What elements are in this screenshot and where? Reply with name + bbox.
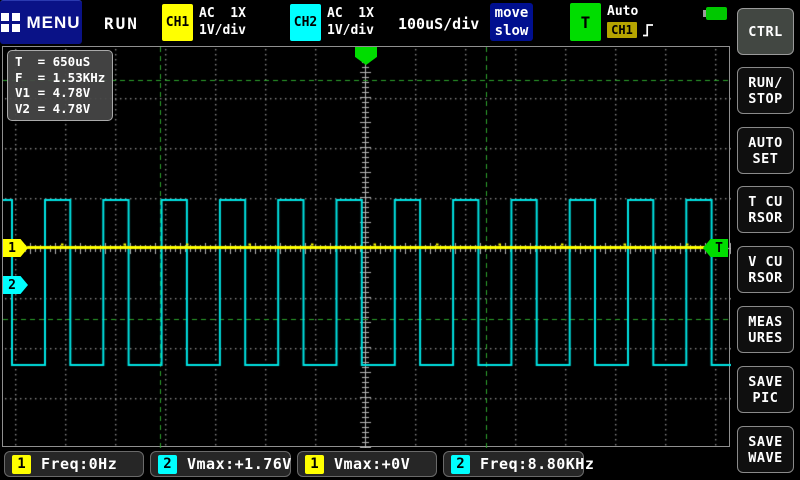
cursor-delta-v1: V1 = 4.78V bbox=[15, 85, 91, 100]
menu-button[interactable]: MENU bbox=[0, 0, 82, 44]
t-cursor-button[interactable]: T CU RSOR bbox=[737, 186, 794, 233]
ch2-channel-badge: 2 bbox=[451, 454, 470, 474]
run-stop-button[interactable]: RUN/STOP bbox=[737, 67, 794, 114]
trigger-level-marker[interactable]: T bbox=[703, 239, 728, 257]
measurement-box-ch2-vmax: 2 Vmax:+1.76V bbox=[150, 451, 291, 477]
auto-set-button[interactable]: AUTO SET bbox=[737, 127, 794, 174]
trigger-mode: Auto bbox=[607, 4, 639, 19]
measurement-box-ch1-vmax: 1 Vmax:+0V bbox=[297, 451, 437, 477]
cursor-delta-t: T = 650uS bbox=[15, 54, 91, 69]
ch1-badge[interactable]: CH1 bbox=[162, 4, 193, 41]
trigger-info: Auto CH1 bbox=[607, 4, 654, 38]
measures-button[interactable]: MEAS URES bbox=[737, 306, 794, 353]
ch2-position-marker[interactable]: 2 bbox=[3, 276, 28, 294]
measurement-box-ch2-freq: 2 Freq:8.80KHz bbox=[443, 451, 594, 477]
ctrl-button[interactable]: CTRL bbox=[737, 8, 794, 55]
move-line: move bbox=[494, 5, 529, 21]
ch1-coupling: AC 1X bbox=[199, 6, 246, 21]
save-pic-button[interactable]: SAVE PIC bbox=[737, 366, 794, 413]
battery-icon bbox=[703, 7, 727, 20]
save-wave-button[interactable]: SAVE WAVE bbox=[737, 426, 794, 473]
ch1-settings: AC 1X 1V/div bbox=[199, 5, 246, 39]
ch2-freq-value: Freq:8.80KHz bbox=[480, 455, 595, 473]
battery-terminal bbox=[703, 10, 706, 17]
ch1-vmax-value: Vmax:+0V bbox=[334, 455, 411, 473]
v-cursor-button[interactable]: V CU RSOR bbox=[737, 246, 794, 293]
menu-label: MENU bbox=[26, 12, 81, 32]
ch1-channel-badge: 1 bbox=[12, 454, 31, 474]
ch1-freq-value: Freq:0Hz bbox=[41, 455, 118, 473]
timebase-setting: 100uS/div bbox=[398, 15, 480, 33]
ch2-channel-badge: 2 bbox=[158, 454, 177, 474]
ch1-channel-badge: 1 bbox=[305, 454, 324, 474]
ch2-coupling: AC 1X bbox=[327, 6, 374, 21]
ch1-scale: 1V/div bbox=[199, 23, 246, 38]
acquisition-status: RUN bbox=[104, 14, 139, 33]
move-speed-button[interactable]: move slow bbox=[490, 3, 533, 41]
cursor-delta-f: F = 1.53KHz bbox=[15, 69, 106, 85]
ch2-badge[interactable]: CH2 bbox=[290, 4, 321, 41]
cursor-delta-v2: V2 = 4.78V bbox=[15, 100, 91, 116]
trigger-badge[interactable]: T bbox=[570, 3, 601, 41]
menu-grid-icon bbox=[1, 13, 21, 32]
slow-line: slow bbox=[494, 23, 529, 39]
trigger-position-marker[interactable] bbox=[355, 47, 377, 65]
scope-display-area[interactable]: T = 650uS F = 1.53KHz V1 = 4.78V V2 = 4.78V… bbox=[2, 46, 731, 448]
waveform-canvas[interactable] bbox=[3, 47, 731, 448]
ch2-scale: 1V/div bbox=[327, 23, 374, 38]
cursor-measurement-overlay: T = 650uS F = 1.53KHz V1 = 4.78V V2 = 4.78V bbox=[7, 50, 114, 121]
ch1-position-marker[interactable]: 1 bbox=[3, 239, 28, 257]
measurement-box-ch1-freq: 1 Freq:0Hz bbox=[4, 451, 144, 477]
ch2-vmax-value: Vmax:+1.76V bbox=[187, 455, 292, 473]
battery-level bbox=[706, 7, 727, 20]
trigger-rising-edge-icon bbox=[643, 24, 653, 37]
ch2-settings: AC 1X 1V/div bbox=[327, 5, 374, 39]
trigger-source-badge[interactable]: CH1 bbox=[607, 22, 637, 38]
